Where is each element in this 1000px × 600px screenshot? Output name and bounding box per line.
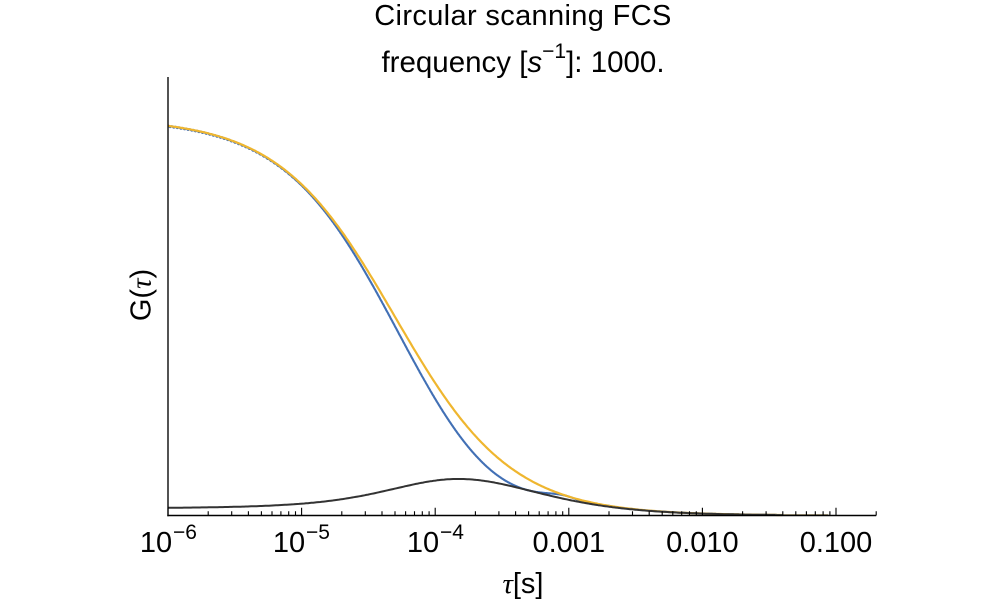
svg-text:10: 10: [273, 527, 305, 559]
svg-text:−6: −6: [173, 521, 197, 544]
svg-text:−4: −4: [440, 521, 464, 544]
svg-text:τ[s]: τ[s]: [502, 568, 543, 600]
svg-text:−5: −5: [306, 521, 330, 544]
svg-text:10: 10: [140, 527, 172, 559]
svg-text:0.001: 0.001: [533, 527, 606, 559]
svg-text:0.100: 0.100: [800, 527, 873, 559]
svg-text:0.010: 0.010: [666, 527, 739, 559]
svg-text:Circular scanning FCS: Circular scanning FCS: [374, 0, 671, 32]
svg-text:10: 10: [407, 527, 439, 559]
svg-text:G(τ): G(τ): [126, 269, 158, 321]
svg-text:frequency [s−1]: 1000.: frequency [s−1]: 1000.: [381, 40, 664, 79]
